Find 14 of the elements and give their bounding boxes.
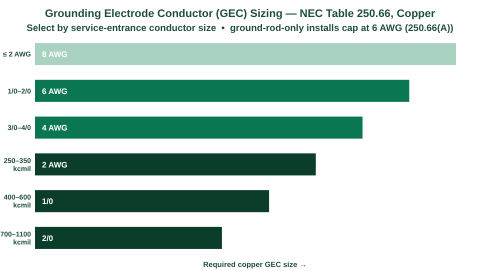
annotation: 2 AWG	[42, 160, 68, 170]
bar	[35, 153, 316, 176]
chart-subtitle: Select by service-entrance conductor size • ground-rod-only installs cap at 6 AWG (250.66(A))	[26, 23, 454, 34]
annotation: 6 AWG	[42, 86, 68, 96]
bar	[35, 43, 456, 66]
annotation: 1/0	[42, 197, 54, 206]
annotation: 2/0	[42, 234, 54, 243]
annotation: 4 AWG	[42, 124, 68, 133]
bar	[35, 80, 410, 102]
chart-title: Grounding Electrode Conductor (GEC) Sizing — NEC Table 250.66, Copper	[44, 8, 436, 20]
bar	[35, 116, 363, 139]
annotation: 8 AWG	[42, 50, 68, 60]
bar	[35, 226, 222, 249]
bar	[35, 190, 270, 212]
